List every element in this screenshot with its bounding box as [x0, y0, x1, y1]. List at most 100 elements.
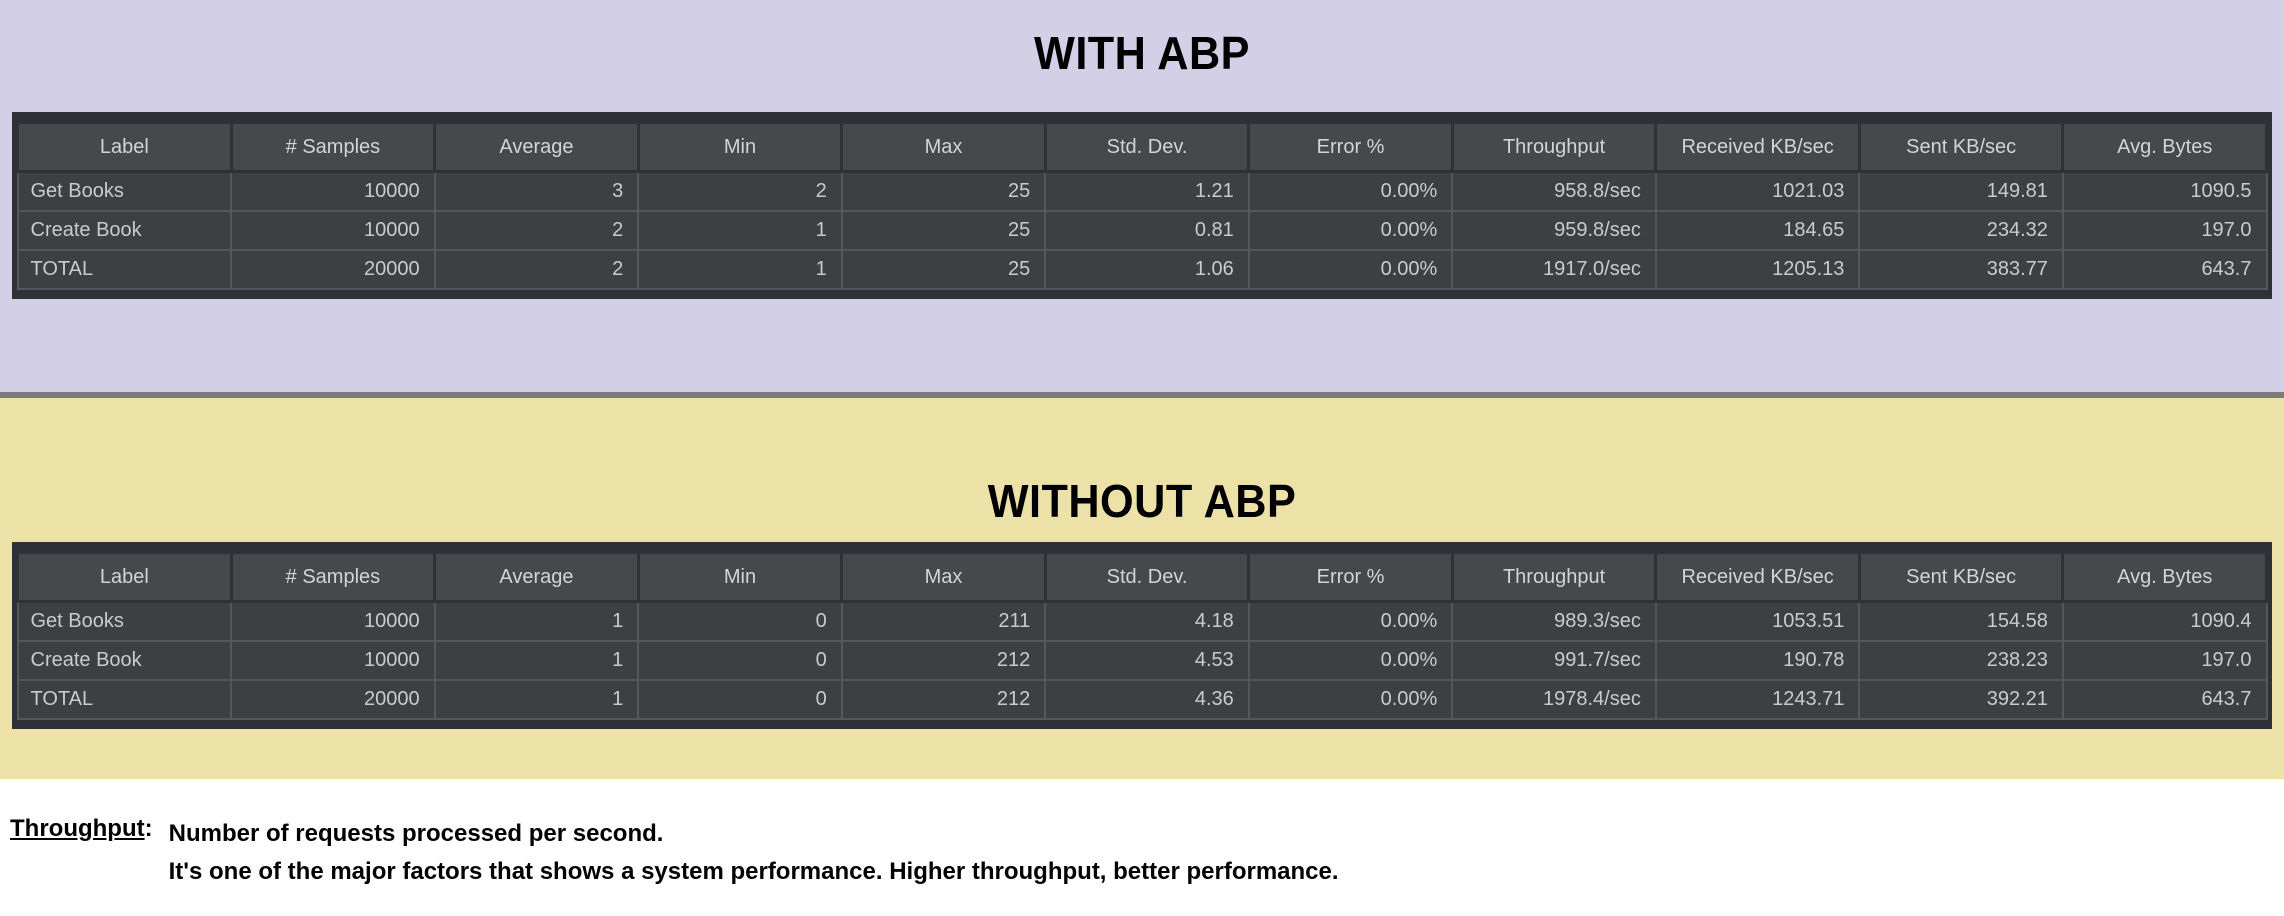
cell-avg-bytes: 197.0 [2061, 639, 2268, 681]
cell-throughput: 1917.0/sec [1451, 248, 1657, 290]
cell-throughput: 991.7/sec [1451, 639, 1657, 681]
col-header-label: Label [16, 121, 233, 173]
cell-label: Create Book [16, 209, 233, 251]
cell-std-dev: 1.06 [1044, 248, 1250, 290]
section-title-with-abp: WITH ABP [1034, 27, 1250, 79]
cell-samples: 10000 [230, 639, 436, 681]
cell-max: 25 [840, 170, 1047, 212]
footnote-line-1: Number of requests processed per second. [168, 820, 664, 847]
cell-min: 0 [637, 600, 843, 642]
cell-average: 2 [433, 248, 640, 290]
section-without-abp: WITHOUT ABP Label # Samples Average Min … [0, 398, 2284, 779]
cell-sent-kb: 383.77 [1858, 248, 2064, 290]
col-header-max: Max [840, 121, 1047, 173]
cell-label: Get Books [16, 170, 233, 212]
cell-error-pct: 0.00% [1247, 209, 1454, 251]
summary-report-table-with-abp: Label # Samples Average Min Max Std. Dev… [16, 121, 2268, 290]
with-abp-table-wrapper: Label # Samples Average Min Max Std. Dev… [12, 112, 2272, 299]
cell-max: 25 [840, 209, 1047, 251]
col-header-error-pct: Error % [1247, 551, 1454, 603]
cell-min: 1 [637, 248, 843, 290]
col-header-throughput: Throughput [1450, 121, 1658, 173]
cell-max: 25 [840, 248, 1047, 290]
col-header-samples: # Samples [229, 551, 437, 603]
table-row-create-book: Create Book 10000 2 1 25 0.81 0.00% 959.… [16, 209, 2268, 251]
footnote-colon: : [144, 815, 153, 842]
col-header-error-pct: Error % [1247, 121, 1454, 173]
footnote-line-2: It's one of the major factors that shows… [168, 858, 1339, 885]
table-row-total: TOTAL 20000 1 0 212 4.36 0.00% 1978.4/se… [16, 678, 2268, 720]
cell-avg-bytes: 1090.4 [2061, 600, 2268, 642]
cell-std-dev: 1.21 [1044, 170, 1250, 212]
cell-avg-bytes: 197.0 [2061, 209, 2268, 251]
cell-throughput: 989.3/sec [1451, 600, 1657, 642]
cell-label: TOTAL [16, 248, 233, 290]
table-row-get-books: Get Books 10000 1 0 211 4.18 0.00% 989.3… [16, 600, 2268, 642]
cell-label: Create Book [16, 639, 233, 681]
section-with-abp: WITH ABP Label # Samples Average Min Max… [0, 0, 2284, 392]
cell-min: 0 [637, 678, 843, 720]
table-row-total: TOTAL 20000 2 1 25 1.06 0.00% 1917.0/sec… [16, 248, 2268, 290]
cell-sent-kb: 154.58 [1858, 600, 2064, 642]
col-header-std-dev: Std. Dev. [1043, 121, 1251, 173]
footnote: Throughput: Number of requests processed… [0, 779, 2284, 891]
cell-sent-kb: 234.32 [1858, 209, 2064, 251]
cell-sent-kb: 238.23 [1858, 639, 2064, 681]
table-header-row: Label # Samples Average Min Max Std. Dev… [16, 551, 2268, 603]
cell-avg-bytes: 643.7 [2061, 678, 2268, 720]
col-header-sent-kb: Sent KB/sec [1857, 121, 2065, 173]
cell-sent-kb: 149.81 [1858, 170, 2064, 212]
cell-received-kb: 184.65 [1654, 209, 1861, 251]
cell-min: 2 [637, 170, 843, 212]
cell-max: 211 [840, 600, 1047, 642]
col-header-throughput: Throughput [1450, 551, 1658, 603]
cell-throughput: 958.8/sec [1451, 170, 1657, 212]
cell-average: 2 [433, 209, 640, 251]
cell-error-pct: 0.00% [1247, 170, 1454, 212]
footnote-lines: Number of requests processed per second.… [169, 815, 1339, 891]
col-header-std-dev: Std. Dev. [1043, 551, 1251, 603]
cell-average: 1 [433, 600, 640, 642]
col-header-avg-bytes: Avg. Bytes [2061, 121, 2268, 173]
page: WITH ABP Label # Samples Average Min Max… [0, 0, 2284, 891]
col-header-samples: # Samples [229, 121, 437, 173]
footnote-term: Throughput [10, 815, 145, 842]
cell-label: TOTAL [16, 678, 233, 720]
cell-received-kb: 190.78 [1654, 639, 1861, 681]
cell-average: 1 [433, 678, 640, 720]
col-header-average: Average [433, 121, 640, 173]
cell-samples: 20000 [230, 248, 436, 290]
cell-received-kb: 1021.03 [1654, 170, 1861, 212]
cell-samples: 10000 [230, 209, 436, 251]
cell-error-pct: 0.00% [1247, 248, 1454, 290]
cell-std-dev: 4.36 [1044, 678, 1250, 720]
cell-max: 212 [840, 639, 1047, 681]
col-header-avg-bytes: Avg. Bytes [2061, 551, 2268, 603]
cell-throughput: 1978.4/sec [1451, 678, 1657, 720]
col-header-min: Min [636, 551, 844, 603]
cell-error-pct: 0.00% [1247, 639, 1454, 681]
cell-average: 3 [433, 170, 640, 212]
footnote-term-wrap: Throughput: [10, 815, 153, 843]
cell-std-dev: 4.53 [1044, 639, 1250, 681]
without-abp-table-wrapper: Label # Samples Average Min Max Std. Dev… [12, 542, 2272, 729]
col-header-received-kb: Received KB/sec [1654, 121, 1861, 173]
section-divider [0, 392, 2284, 398]
col-header-min: Min [636, 121, 844, 173]
cell-average: 1 [433, 639, 640, 681]
cell-samples: 10000 [230, 170, 436, 212]
col-header-max: Max [840, 551, 1047, 603]
cell-std-dev: 0.81 [1044, 209, 1250, 251]
cell-throughput: 959.8/sec [1451, 209, 1657, 251]
col-header-average: Average [433, 551, 640, 603]
table-row-create-book: Create Book 10000 1 0 212 4.53 0.00% 991… [16, 639, 2268, 681]
col-header-label: Label [16, 551, 233, 603]
cell-error-pct: 0.00% [1247, 678, 1454, 720]
cell-avg-bytes: 1090.5 [2061, 170, 2268, 212]
cell-std-dev: 4.18 [1044, 600, 1250, 642]
cell-avg-bytes: 643.7 [2061, 248, 2268, 290]
col-header-received-kb: Received KB/sec [1654, 551, 1861, 603]
cell-received-kb: 1205.13 [1654, 248, 1861, 290]
cell-sent-kb: 392.21 [1858, 678, 2064, 720]
table-row-get-books: Get Books 10000 3 2 25 1.21 0.00% 958.8/… [16, 170, 2268, 212]
